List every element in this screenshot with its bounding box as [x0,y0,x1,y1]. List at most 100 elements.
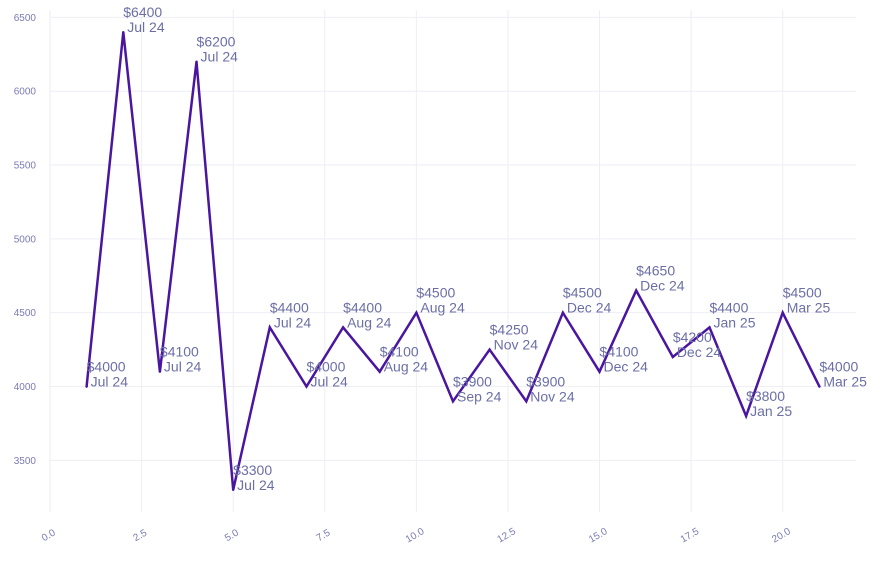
data-label-date: Jan 25 [750,403,792,419]
data-label-value: $3300 [233,462,272,478]
data-label-date: Mar 25 [823,374,867,390]
y-tick-label: 4000 [14,382,37,393]
y-tick-label: 6500 [14,13,37,24]
y-tick-label: 6000 [14,87,37,98]
data-label-value: $4000 [87,359,126,375]
data-label-value: $4500 [563,285,602,301]
data-label-value: $4500 [416,285,455,301]
grid-layer [49,10,856,512]
x-tick-label: 5.0 [223,527,241,544]
data-point [634,289,638,292]
data-label-date: Nov 24 [494,337,539,353]
data-point [378,370,381,373]
data-point [525,400,528,403]
data-point [231,488,235,492]
data-label-value: $3900 [526,373,565,389]
data-label-date: Aug 24 [347,314,392,330]
data-label-value: $4000 [306,359,345,375]
data-point [488,348,491,351]
data-label-date: Jul 24 [201,49,239,65]
x-tick-label: 15.0 [587,526,610,545]
x-tick-label: 17.5 [679,526,702,545]
data-label-value: $4400 [343,299,382,315]
data-label-value: $4100 [380,344,419,360]
x-tick-label: 7.5 [315,527,333,544]
data-label-date: Nov 24 [530,388,575,404]
data-label-value: $4500 [783,285,822,301]
data-label-date: Mar 25 [787,300,831,316]
data-label-date: Jan 25 [713,314,755,330]
data-point [341,326,345,329]
data-label-date: Jul 24 [310,374,348,390]
data-label-value: $4000 [819,359,858,375]
data-label-date: Jul 24 [274,314,312,330]
data-label-value: $4100 [600,344,639,360]
data-label-date: Dec 24 [567,300,612,316]
data-point [415,311,418,314]
data-label-date: Aug 24 [384,359,429,375]
data-point [708,326,711,329]
data-label-value: $4100 [160,344,199,360]
data-label-value: $4650 [636,263,675,279]
x-tick-label: 20.0 [770,526,793,545]
data-label-date: Aug 24 [420,300,465,316]
data-label-value: $3800 [746,388,785,404]
data-point [158,370,162,373]
data-label-value: $4400 [709,299,748,315]
data-point [671,355,675,359]
x-tick-label: 2.5 [132,527,150,544]
series-line [85,31,821,491]
data-point [598,370,601,373]
data-label-value: $6400 [123,4,162,20]
y-tick-label: 5000 [14,234,37,245]
y-tick-label: 3500 [14,456,37,467]
data-label-value: $4250 [490,322,529,338]
data-point [781,311,784,314]
data-label-date: Jul 24 [127,19,165,35]
data-point [85,385,88,388]
data-label-date: Dec 24 [640,278,685,294]
data-label-date: Jul 24 [237,477,275,493]
data-point [451,400,455,403]
y-tick-label: 5500 [14,161,37,172]
data-point [744,414,748,418]
data-point [268,326,272,329]
data-label-value: $4200 [673,329,712,345]
data-label-value: $4400 [270,299,309,315]
data-label-value: $6200 [197,34,236,50]
x-tick-label: 10.0 [404,526,427,545]
data-label-date: Jul 24 [164,359,202,375]
data-point [122,30,125,34]
data-label-value: $3900 [453,373,492,389]
data-label-date: Dec 24 [677,344,722,360]
series-layer [85,30,821,492]
data-point [818,385,821,388]
x-tick-label: 0.0 [40,527,58,544]
x-tick-label: 12.5 [496,526,519,545]
y-tick-label: 4500 [14,308,37,319]
